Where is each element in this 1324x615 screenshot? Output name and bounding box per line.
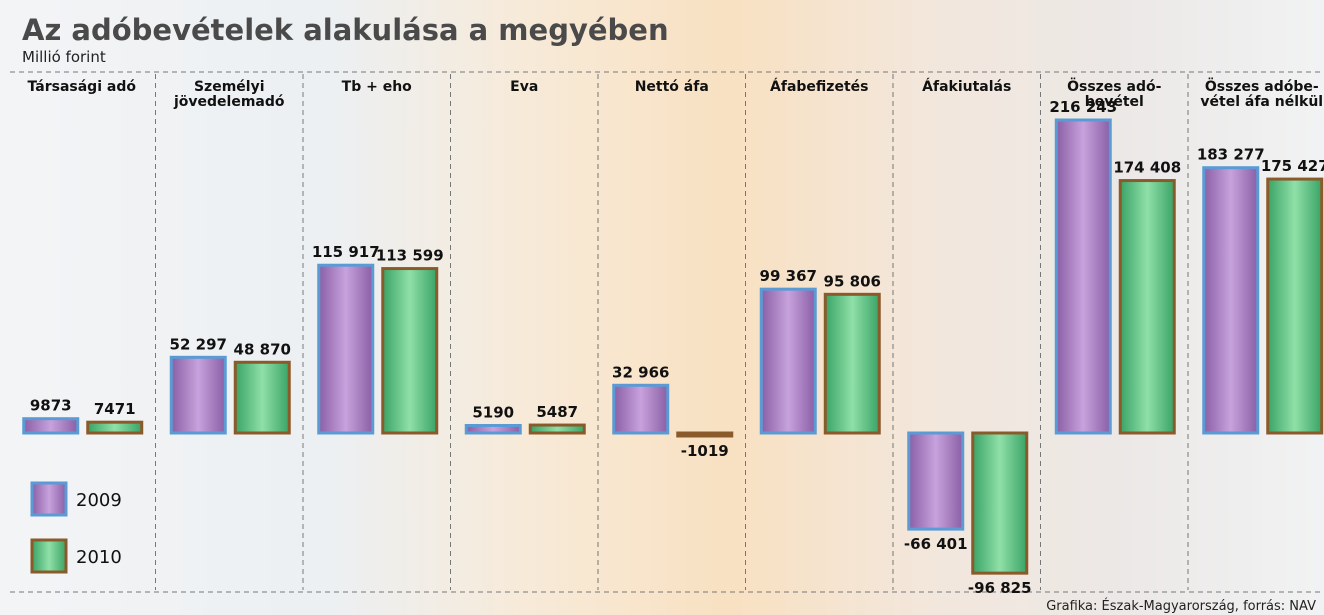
chart-subtitle: Millió forint xyxy=(22,48,106,66)
category-label: Áfakiutalás xyxy=(922,79,1012,95)
category-label: Tb + eho xyxy=(341,79,412,95)
bar xyxy=(86,420,144,435)
value-label: 216 243 xyxy=(1049,98,1117,116)
legend-label: 2010 xyxy=(76,547,122,568)
value-label: -66 401 xyxy=(904,535,968,553)
legend-swatch xyxy=(30,481,68,517)
bar xyxy=(676,431,734,438)
value-label: 52 297 xyxy=(170,335,227,353)
bar xyxy=(907,431,965,531)
category-label: Személyi jövedelemadó xyxy=(173,79,285,110)
bar xyxy=(1054,118,1112,435)
bar xyxy=(759,287,817,435)
category-label: Áfabefizetés xyxy=(770,79,869,95)
source: Grafika: Észak-Magyarország, forrás: NAV xyxy=(1046,598,1316,614)
value-label: 48 870 xyxy=(234,340,291,358)
category-label: Összes adóbe- vétel áfa nélkül xyxy=(1200,79,1324,110)
category-label: Összes adó- bevétel xyxy=(1067,79,1162,110)
bar xyxy=(1118,179,1176,435)
value-label: -96 825 xyxy=(968,579,1032,597)
category-label: Társasági adó xyxy=(27,79,136,95)
value-label: 7471 xyxy=(94,400,136,418)
bar xyxy=(169,355,227,435)
bar xyxy=(1202,166,1260,435)
bar xyxy=(22,417,80,435)
bar xyxy=(464,423,522,435)
value-label: 95 806 xyxy=(824,272,881,290)
bar xyxy=(1266,177,1324,435)
value-label: 32 966 xyxy=(612,363,669,381)
value-label: 115 917 xyxy=(312,243,380,261)
value-label: -1019 xyxy=(681,442,729,460)
legend-swatch xyxy=(30,538,68,574)
bar xyxy=(381,267,439,435)
value-label: 113 599 xyxy=(376,247,444,265)
bar xyxy=(528,423,586,435)
value-label: 9873 xyxy=(30,397,72,415)
category-label: Nettó áfa xyxy=(634,79,709,95)
bar xyxy=(233,360,291,435)
value-label: 175 427 xyxy=(1261,157,1324,175)
category-label: Eva xyxy=(510,79,539,95)
value-label: 99 367 xyxy=(760,267,817,285)
bar xyxy=(823,292,881,435)
value-label: 5190 xyxy=(472,403,514,421)
value-label: 183 277 xyxy=(1197,146,1265,164)
bar xyxy=(971,431,1029,575)
legend-label: 2009 xyxy=(76,490,122,511)
chart-title: Az adóbevételek alakulása a megyében xyxy=(22,13,669,47)
bar xyxy=(317,263,375,435)
value-label: 5487 xyxy=(536,403,578,421)
value-label: 174 408 xyxy=(1113,159,1181,177)
bar xyxy=(612,383,670,435)
